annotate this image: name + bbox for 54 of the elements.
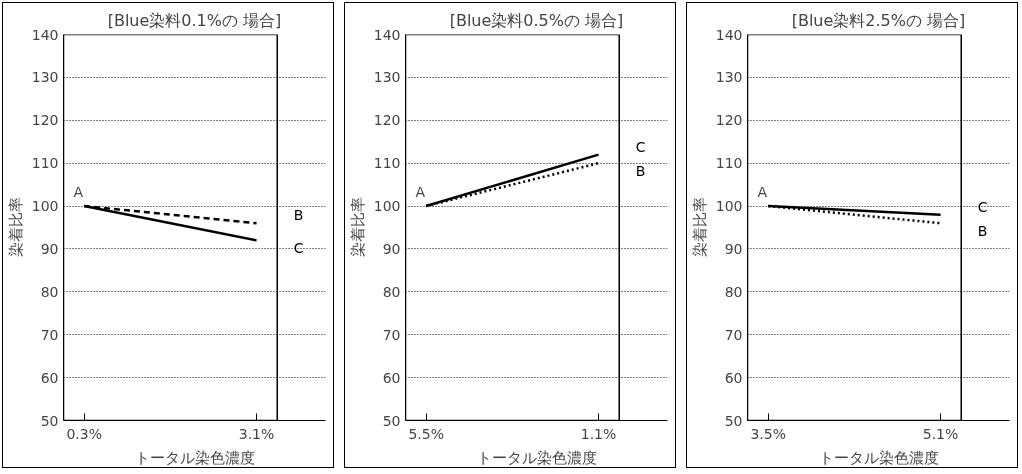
y-tick-label: 120 <box>31 112 59 129</box>
y-tick-label: 120 <box>373 112 401 129</box>
text: C <box>293 240 304 257</box>
y-tick-label: 100 <box>715 198 743 215</box>
y-tick-label: 70 <box>382 326 401 343</box>
y-tick-label: 70 <box>40 326 59 343</box>
y-tick-label: 130 <box>715 69 743 86</box>
x-tick-label: 3.5% <box>750 425 786 442</box>
text: C <box>635 138 646 155</box>
y-tick-label: 90 <box>382 240 401 257</box>
x-axis-title: トータル染色濃度 <box>134 448 255 467</box>
annotation: A <box>415 184 426 201</box>
y-tick-label: 50 <box>724 412 743 429</box>
chart-title: [Blue染料2.5%の 場合] <box>791 10 966 30</box>
y-axis-title: 染着比率 <box>690 197 709 258</box>
y-tick-label: 60 <box>382 369 401 386</box>
y-tick-label: 130 <box>373 69 401 86</box>
chart-title: [Blue染料0.5%の 場合] <box>449 10 624 30</box>
x-tick-label: 5.5% <box>408 425 444 442</box>
x-tick-label: 1.1% <box>580 425 617 442</box>
text: B <box>293 207 304 224</box>
y-tick-label: 130 <box>31 69 59 86</box>
y-tick-label: 50 <box>382 412 401 429</box>
y-tick-label: 120 <box>715 112 743 129</box>
x-axis-title: トータル染色濃度 <box>818 448 939 467</box>
y-tick-label: 110 <box>31 155 59 172</box>
y-tick-label: 90 <box>724 240 743 257</box>
y-tick-label: 110 <box>373 155 401 172</box>
y-tick-label: 100 <box>373 198 401 215</box>
y-tick-label: 60 <box>40 369 59 386</box>
annotation: A <box>757 184 768 201</box>
y-tick-label: 80 <box>382 283 401 300</box>
y-tick-label: 110 <box>715 155 743 172</box>
y-tick-label: 70 <box>724 326 743 343</box>
y-tick-label: 80 <box>40 283 59 300</box>
y-tick-label: 140 <box>715 26 743 43</box>
y-tick-label: 60 <box>724 369 743 386</box>
y-tick-label: 140 <box>31 26 59 43</box>
y-tick-label: 90 <box>40 240 59 257</box>
chart-title: [Blue染料0.1%の 場合] <box>107 10 282 30</box>
y-axis-title: 染着比率 <box>348 197 367 258</box>
y-tick-label: 100 <box>31 198 59 215</box>
y-tick-label: 140 <box>373 26 401 43</box>
y-tick-label: 80 <box>724 283 743 300</box>
x-axis-title: トータル染色濃度 <box>476 448 597 467</box>
x-tick-label: 0.3% <box>66 425 102 442</box>
text: B <box>977 223 988 240</box>
x-tick-label: 3.1% <box>238 425 275 442</box>
y-axis-title: 染着比率 <box>6 197 25 258</box>
y-tick-label: 50 <box>40 412 59 429</box>
x-tick-label: 5.1% <box>922 425 959 442</box>
text: B <box>635 163 646 180</box>
text: C <box>977 198 988 215</box>
annotation: A <box>73 184 84 201</box>
